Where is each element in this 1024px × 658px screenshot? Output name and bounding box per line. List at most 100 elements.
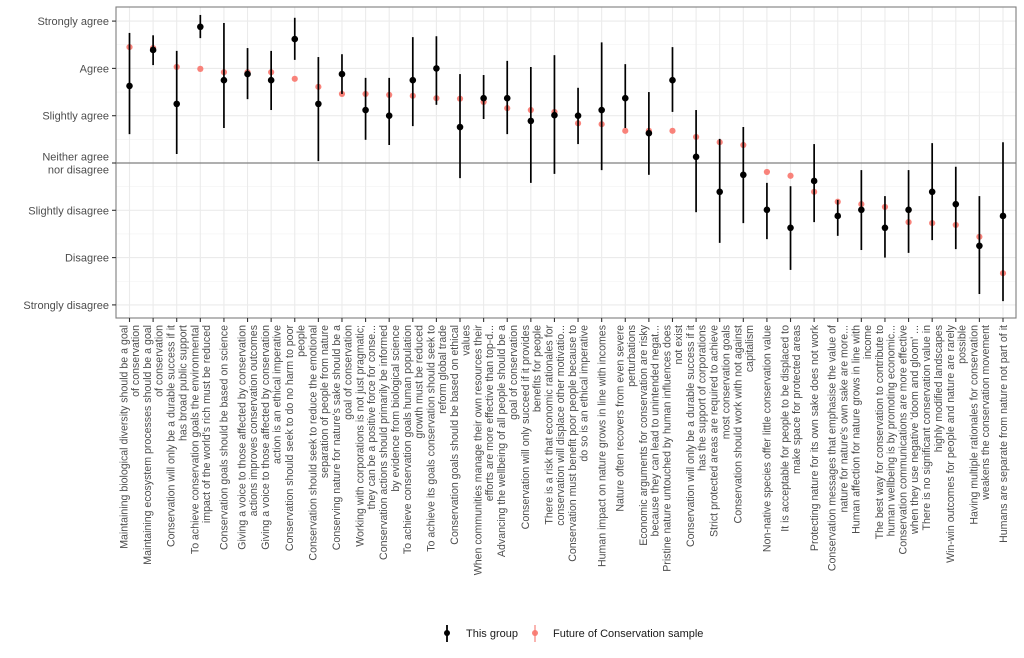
x-tick-label: Human affection for nature grows in line…	[850, 325, 874, 534]
this-group-point	[999, 212, 1007, 220]
x-tick-label: Maintaining biological diversity should …	[119, 325, 143, 549]
this-group-point	[952, 200, 960, 208]
this-group-point	[385, 112, 393, 119]
y-tick-label: Disagree	[65, 253, 109, 265]
future-of-conservation-point	[669, 127, 676, 134]
x-tick-label: Conservation goals should be based on sc…	[219, 325, 231, 550]
this-group-point	[291, 35, 299, 43]
this-group-point	[716, 188, 724, 196]
this-group-point	[433, 65, 440, 72]
x-tick-label: There is no significant conservation val…	[921, 325, 945, 531]
x-tick-label: The best way for conservation to contrib…	[874, 325, 898, 539]
this-group-point	[858, 206, 865, 214]
this-group-point	[692, 153, 700, 161]
this-group-point	[149, 46, 157, 54]
x-tick-label: Conservation will only succeed if it pro…	[520, 325, 544, 529]
x-tick-label: Pristine nature untouched by human influ…	[661, 325, 685, 572]
x-tick-label: To achieve its goals conservation should…	[425, 325, 449, 552]
this-group-point	[834, 212, 842, 220]
this-group-point	[763, 206, 771, 214]
this-group-point	[244, 70, 251, 78]
this-group-point	[338, 70, 346, 78]
this-group-point	[456, 123, 464, 131]
this-group-point	[740, 171, 747, 179]
x-tick-label: Conservation must benefit poor people be…	[567, 325, 591, 562]
x-tick-label: Conservation actions should primarily be…	[378, 325, 402, 560]
x-tick-label: Having multiple rationales for conservat…	[968, 325, 992, 525]
y-tick-label: Strongly disagree	[23, 300, 109, 312]
x-tick-label: Non-native species offer little conserva…	[762, 325, 774, 552]
this-group-point	[527, 117, 535, 125]
x-tick-label: Advancing the wellbeing of all people sh…	[496, 325, 520, 557]
this-group-point	[881, 224, 889, 232]
this-group-point	[621, 94, 629, 102]
x-tick-label: Maintaining ecosystem processes should b…	[142, 325, 166, 565]
this-group-point	[220, 76, 228, 84]
this-group-point	[598, 106, 605, 114]
legend-this-group-point	[444, 630, 450, 636]
this-group-point	[976, 242, 983, 250]
x-tick-label: Economic arguments for conservation are …	[638, 324, 662, 545]
minor-gridlines	[116, 44, 1016, 282]
x-tick-label: Giving a voice to those affected by cons…	[260, 325, 284, 550]
future-of-conservation-point	[763, 168, 771, 176]
this-group-point	[173, 100, 181, 108]
legend-future-point	[532, 630, 538, 636]
x-tick-label: Conservation communications are more eff…	[898, 325, 922, 555]
this-group-point	[197, 23, 204, 31]
x-tick-label: It is acceptable for people to be displa…	[780, 325, 804, 532]
x-tick-label: Conservation should seek to do no harm t…	[284, 325, 308, 552]
future-of-conservation-point	[291, 75, 298, 82]
this-group-point	[315, 100, 322, 108]
legend-item-future-of-conservation: Future of Conservation sample	[532, 625, 703, 642]
this-group-point	[574, 112, 582, 119]
x-tick-label: To achieve conservation goals human popu…	[402, 325, 426, 554]
x-tick-label: Conservation will only be a durable succ…	[166, 325, 190, 547]
y-tick-label: Neither agree nor disagree	[42, 152, 109, 177]
this-group-point	[480, 94, 487, 102]
this-group-point	[503, 94, 511, 102]
x-tick-label: Conservation messages that emphasise the…	[827, 325, 851, 571]
y-tick-label: Agree	[80, 63, 109, 75]
x-tick-label: Human impact on nature grows in line wit…	[596, 325, 608, 567]
data-marks	[126, 14, 1007, 302]
x-tick-label: Conservation will only be a durable succ…	[685, 325, 709, 547]
this-group-point	[267, 76, 275, 84]
this-group-point	[645, 129, 653, 137]
this-group-point	[787, 224, 794, 232]
x-tick-label: When communities manage their own resour…	[473, 325, 497, 576]
x-tick-label: Conserving nature for nature's sake shou…	[331, 325, 355, 550]
x-tick-label: Protecting nature for its own sake does …	[809, 324, 821, 551]
y-tick-label: Slightly disagree	[28, 205, 109, 217]
this-group-point	[126, 82, 133, 90]
x-tick-label: Giving a voice to those affected by cons…	[237, 325, 261, 550]
this-group-point	[669, 76, 676, 84]
this-group-point	[928, 188, 936, 196]
x-axis: Maintaining biological diversity should …	[119, 318, 1010, 575]
legend-item-this-group: This group	[444, 625, 518, 642]
y-tick-label: Strongly agree	[37, 16, 109, 28]
x-tick-label: Strict protected areas are required to a…	[709, 325, 733, 537]
legend: This group Future of Conservation sample	[444, 625, 703, 642]
x-tick-label: Conservation should seek to reduce the e…	[307, 325, 331, 561]
x-tick-label: There is a risk that economic rationales…	[543, 325, 567, 526]
x-tick-label: Working with corporations is not just pr…	[355, 325, 379, 547]
legend-label-this-group: This group	[466, 628, 518, 640]
x-tick-label: To achieve conservation goals the enviro…	[189, 325, 213, 554]
this-group-point	[551, 111, 558, 119]
x-tick-label: Humans are separate from nature not part…	[998, 325, 1010, 543]
future-of-conservation-point	[622, 127, 629, 134]
this-group-point	[810, 177, 818, 185]
x-tick-label: Nature often recovers from even severepe…	[614, 325, 638, 512]
this-group-point	[409, 76, 417, 84]
future-of-conservation-point	[787, 172, 794, 179]
x-tick-label: Conservation goals should be based on et…	[449, 325, 473, 545]
x-tick-label: Win-win outcomes for people and nature a…	[945, 324, 969, 563]
this-group-point	[905, 206, 912, 214]
legend-label-future-of-conservation: Future of Conservation sample	[553, 628, 703, 640]
y-tick-label: Slightly agree	[42, 111, 109, 123]
this-group-point	[362, 106, 369, 114]
future-of-conservation-point	[197, 65, 204, 72]
